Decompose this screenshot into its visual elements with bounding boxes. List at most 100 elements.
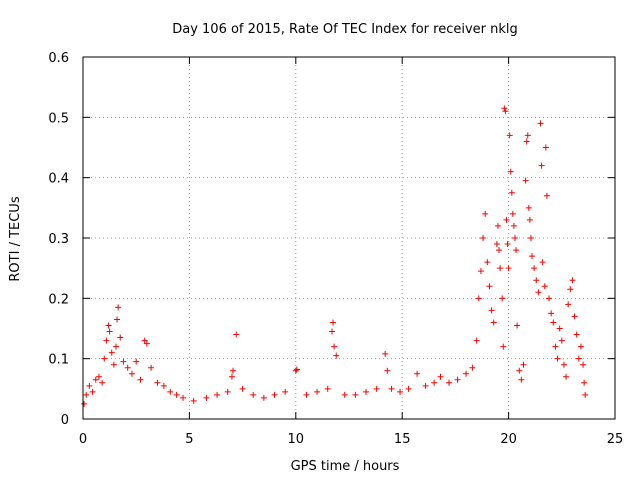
- data-point: [580, 361, 587, 368]
- data-point: [509, 210, 516, 217]
- data-point: [293, 366, 300, 373]
- data-point: [99, 379, 106, 386]
- x-tick-label: 25: [607, 432, 624, 447]
- data-point: [552, 343, 559, 350]
- data-point: [160, 382, 167, 389]
- data-point: [558, 337, 565, 344]
- data-point: [501, 105, 508, 112]
- data-point: [133, 358, 140, 365]
- data-point: [486, 283, 493, 290]
- data-point: [331, 343, 338, 350]
- data-point: [352, 391, 359, 398]
- x-tick-label: 20: [500, 432, 517, 447]
- data-point: [108, 349, 115, 356]
- data-point: [124, 364, 131, 371]
- data-point: [520, 361, 527, 368]
- data-point: [507, 168, 514, 175]
- data-point: [384, 367, 391, 374]
- data-point: [143, 340, 150, 347]
- data-point: [271, 391, 278, 398]
- data-point: [141, 337, 148, 344]
- data-point: [341, 391, 348, 398]
- data-point: [115, 304, 122, 311]
- data-point: [554, 355, 561, 362]
- data-point: [531, 265, 538, 272]
- data-point: [112, 343, 119, 350]
- data-point: [292, 367, 299, 374]
- data-point: [505, 265, 512, 272]
- data-point: [469, 364, 476, 371]
- data-point: [484, 259, 491, 266]
- data-point: [324, 385, 331, 392]
- data-point: [414, 370, 421, 377]
- data-point: [103, 337, 110, 344]
- data-point: [535, 289, 542, 296]
- data-point: [110, 361, 117, 368]
- data-point: [388, 385, 395, 392]
- data-point: [180, 394, 187, 401]
- data-point: [577, 343, 584, 350]
- data-point: [525, 204, 532, 211]
- data-point: [314, 388, 321, 395]
- data-point: [328, 328, 335, 335]
- data-point: [523, 138, 530, 145]
- data-point: [92, 376, 99, 383]
- data-point: [120, 358, 127, 365]
- data-point: [581, 379, 588, 386]
- axis-ticks: 0 5 10 15 20 25 0 0.1 0.2 0.3 0.4 0.5 0.6: [48, 51, 623, 447]
- data-point: [454, 376, 461, 383]
- data-point: [260, 394, 267, 401]
- data-point: [542, 144, 549, 151]
- grid-lines: [83, 57, 615, 419]
- data-point: [89, 388, 96, 395]
- data-point: [224, 388, 231, 395]
- data-point: [497, 265, 504, 272]
- data-point: [480, 235, 487, 241]
- data-point: [228, 373, 235, 380]
- data-point: [565, 301, 572, 308]
- data-point: [373, 385, 380, 392]
- data-point: [527, 235, 534, 241]
- data-point: [81, 400, 88, 407]
- data-point: [508, 189, 515, 196]
- data-point: [563, 373, 570, 380]
- data-point: [137, 376, 144, 383]
- x-tick-label: 5: [185, 432, 193, 447]
- data-point: [500, 343, 507, 350]
- data-point: [522, 177, 529, 184]
- data-point: [516, 367, 523, 374]
- data-point: [405, 385, 412, 392]
- data-point: [510, 222, 517, 229]
- data-point: [203, 394, 210, 401]
- data-point: [422, 382, 429, 389]
- data-point: [569, 277, 576, 284]
- data-point: [473, 337, 480, 344]
- chart-title: Day 106 of 2015, Rate Of TEC Index for r…: [172, 22, 518, 37]
- data-point: [494, 222, 501, 229]
- data-point: [154, 379, 161, 386]
- data-point: [431, 379, 438, 386]
- y-tick-label: 0.2: [48, 292, 69, 307]
- data-point: [128, 370, 135, 377]
- data-point: [463, 370, 470, 377]
- data-point: [538, 162, 545, 169]
- data-point: [333, 352, 340, 359]
- data-point: [560, 361, 567, 368]
- data-point: [282, 388, 289, 395]
- data-point: [499, 295, 506, 302]
- data-point: [511, 235, 518, 241]
- data-point: [167, 388, 174, 395]
- data-point: [543, 192, 550, 199]
- data-point: [190, 397, 197, 404]
- data-point: [541, 283, 548, 290]
- y-tick-label: 0.4: [48, 172, 69, 187]
- data-point: [546, 295, 553, 302]
- data-point: [571, 313, 578, 320]
- data-point: [101, 355, 108, 362]
- data-point: [556, 325, 563, 332]
- data-point: [173, 391, 180, 398]
- data-point: [114, 316, 121, 323]
- data-points: [81, 105, 589, 407]
- data-point: [539, 259, 546, 266]
- data-point: [533, 277, 540, 284]
